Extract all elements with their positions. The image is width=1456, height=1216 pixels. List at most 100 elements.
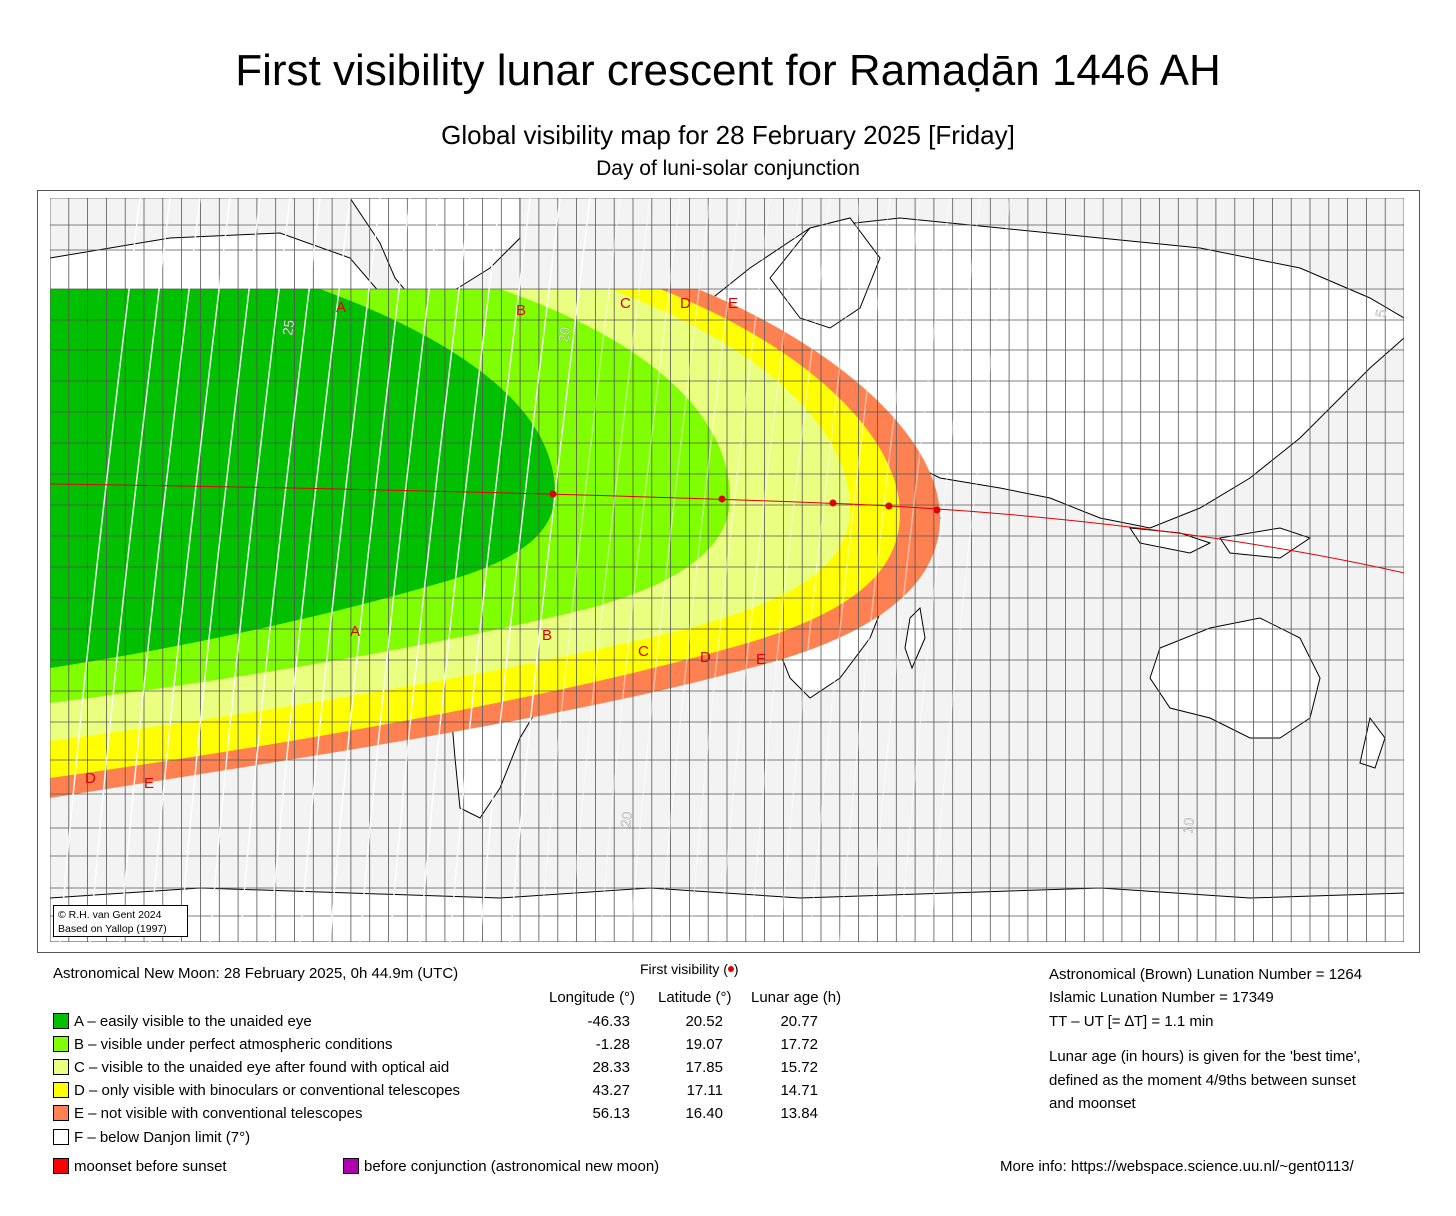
lunar-age-contour <box>719 198 801 942</box>
contour-label: 25 <box>279 319 297 337</box>
lunar-age-contour <box>539 198 621 942</box>
legend-item-a: A – easily visible to the unaided eye <box>53 1013 312 1031</box>
world-map-icon[interactable]: A B C D E A B C D E D E 25 20 30 20 10 5 <box>50 198 1404 942</box>
lunar-age-contour <box>659 198 741 942</box>
legend-item-moonset: moonset before sunset <box>53 1158 227 1176</box>
header-latitude: Latitude (°) <box>658 989 732 1006</box>
table-cell: 16.40 <box>685 1105 723 1122</box>
lunar-age-contour <box>149 198 231 942</box>
legend-swatch <box>343 1158 359 1174</box>
first-visibility-dot-d[interactable] <box>885 502 893 510</box>
latitude-column: 20.52 19.07 17.85 17.11 16.40 <box>652 1010 723 1125</box>
delta-t: TT – UT [= ∆T] = 1.1 min <box>1049 1013 1214 1030</box>
legend-label: before conjunction (astronomical new moo… <box>364 1158 660 1175</box>
lunar-age-contour <box>119 198 201 942</box>
lunar-age-contour <box>929 198 1011 942</box>
legend-item-before-conjunction: before conjunction (astronomical new moo… <box>343 1158 659 1176</box>
first-visibility-dot-icon <box>727 966 734 972</box>
table-cell: 28.33 <box>592 1059 630 1076</box>
legend-item-d: D – only visible with binoculars or conv… <box>53 1082 460 1100</box>
first-visibility-prefix: First visibility ( <box>640 961 728 977</box>
legend-swatch <box>53 1105 69 1121</box>
lunar-age-contour <box>89 198 171 942</box>
first-visibility-dot-c[interactable] <box>829 499 837 507</box>
legend-swatch <box>53 1036 69 1052</box>
legend-item-b: B – visible under perfect atmospheric co… <box>53 1036 393 1054</box>
contour-label: 5 <box>1372 308 1389 318</box>
table-cell: 17.85 <box>685 1059 723 1076</box>
legend-label: F – below Danjon limit (7°) <box>74 1129 251 1146</box>
legend-item-c: C – visible to the unaided eye after fou… <box>53 1059 449 1077</box>
first-visibility-dot-e[interactable] <box>933 506 941 514</box>
contour-label: 20 <box>555 326 573 344</box>
lunar-age-contour <box>479 198 561 942</box>
header-longitude: Longitude (°) <box>549 989 636 1006</box>
legend-item-f: F – below Danjon limit (7°) <box>53 1129 250 1147</box>
lunar-age-contour <box>59 198 141 942</box>
visibility-zones <box>50 289 940 798</box>
legend-label: moonset before sunset <box>74 1158 227 1175</box>
lunar-age-contour <box>899 198 981 942</box>
legend-swatch <box>53 1013 69 1029</box>
lunar-age-contour <box>599 198 681 942</box>
zone-label: B <box>516 302 526 319</box>
brown-lunation: Astronomical (Brown) Lunation Number = 1… <box>1049 966 1363 983</box>
lunar-age-contours <box>59 198 1011 942</box>
lunar-age-contour <box>359 198 441 942</box>
zone-a <box>50 289 555 668</box>
legend-label: A – easily visible to the unaided eye <box>74 1013 312 1030</box>
lunar-age-contour <box>269 198 351 942</box>
more-info-link[interactable]: More info: https://webspace.science.uu.n… <box>1000 1158 1354 1175</box>
legend-swatch <box>53 1129 69 1145</box>
lunar-age-note-3: and moonset <box>1049 1095 1136 1112</box>
lunar-age-contour <box>869 198 951 942</box>
zone-label: A <box>350 623 360 640</box>
credit-box: © R.H. van Gent 2024 Based on Yallop (19… <box>53 905 188 937</box>
lunar-age-contour <box>839 198 921 942</box>
lat-long-grid <box>50 198 1404 942</box>
contour-label: 10 <box>1179 817 1197 835</box>
zone-label: E <box>756 651 766 668</box>
lunar-age-note-2: defined as the moment 4/9ths between sun… <box>1049 1072 1356 1089</box>
lunar-age-contour <box>209 198 291 942</box>
table-cell: 17.11 <box>686 1082 723 1099</box>
zone-label: C <box>620 295 631 312</box>
legend-swatch <box>53 1082 69 1098</box>
table-cell: 43.27 <box>592 1082 630 1099</box>
lunar-age-contour <box>569 198 651 942</box>
new-moon-text: Astronomical New Moon: 28 February 2025,… <box>53 965 459 982</box>
first-visibility-suffix: ) <box>733 961 739 977</box>
legend-item-e: E – not visible with conventional telesc… <box>53 1105 363 1123</box>
lunar-age-contour <box>689 198 771 942</box>
lunar-age-note-1: Lunar age (in hours) is given for the 'b… <box>1049 1048 1361 1065</box>
header-lunar-age: Lunar age (h) <box>751 989 842 1006</box>
table-cell: 56.13 <box>592 1105 630 1122</box>
table-cell: 17.72 <box>780 1036 818 1053</box>
page-title: First visibility lunar crescent for Rama… <box>235 46 1221 95</box>
credit-source: Based on Yallop (1997) <box>58 923 167 935</box>
zone-label: B <box>542 627 552 644</box>
legend-label: D – only visible with binoculars or conv… <box>74 1082 461 1099</box>
legend-label: B – visible under perfect atmospheric co… <box>74 1036 393 1053</box>
longitude-column: -46.33 -1.28 28.33 43.27 56.13 <box>560 1010 630 1125</box>
lunar-age-contour <box>299 198 381 942</box>
table-cell: 14.71 <box>780 1082 818 1099</box>
zone-label: E <box>144 775 154 792</box>
zone-label: D <box>700 649 711 666</box>
first-visibility-dot-b[interactable] <box>718 495 726 503</box>
table-cell: 20.77 <box>780 1013 818 1030</box>
map-subtitle: Global visibility map for 28 February 20… <box>441 120 1015 150</box>
zone-labels: A B C D E A B C D E D E <box>85 295 766 792</box>
legend-swatch <box>53 1059 69 1075</box>
zone-label: D <box>680 295 691 312</box>
lunar-age-column: 20.77 17.72 15.72 14.71 13.84 <box>748 1010 818 1125</box>
first-visibility-dot-a[interactable] <box>549 490 557 498</box>
zone-label: A <box>336 299 346 316</box>
table-cell: 15.72 <box>780 1059 818 1076</box>
legend-swatch <box>53 1158 69 1174</box>
zone-label: E <box>728 295 738 312</box>
table-cell: 20.52 <box>685 1013 723 1030</box>
contour-label: 20 <box>617 811 635 829</box>
table-cell: -1.28 <box>595 1036 630 1053</box>
legend-label: E – not visible with conventional telesc… <box>74 1105 363 1122</box>
